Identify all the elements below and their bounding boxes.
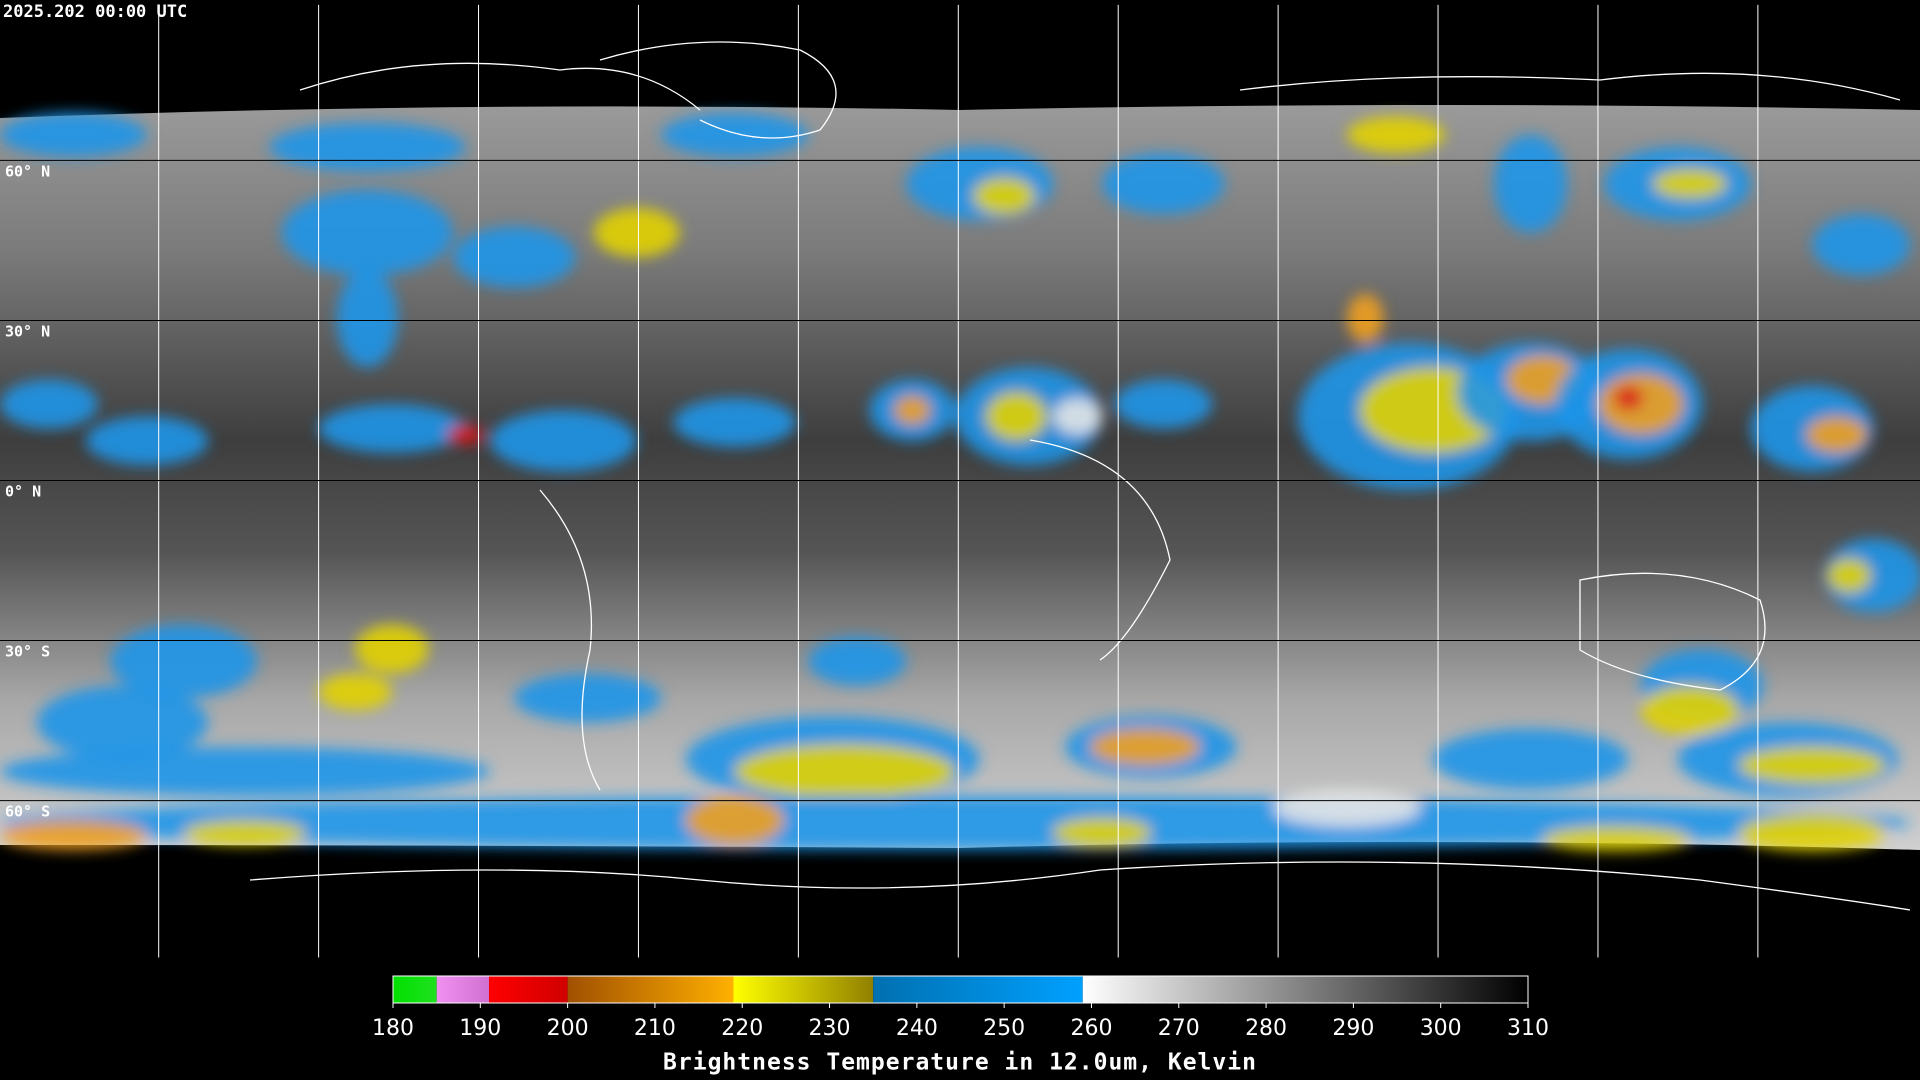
cloud: [1432, 728, 1629, 790]
latitude-label: 0° N: [5, 482, 41, 500]
cloud-layer: [0, 112, 1920, 852]
cloud: [318, 404, 466, 454]
colorbar-segment: [1082, 976, 1528, 1003]
colorbar-segment: [436, 976, 490, 1003]
cloud: [1102, 153, 1225, 215]
latitude-label: 30° N: [5, 322, 50, 340]
colorbar-tick-label: 310: [1507, 1016, 1549, 1041]
cloud: [318, 673, 392, 711]
latitude-label: 60° S: [5, 803, 50, 821]
cloud: [906, 146, 1054, 221]
cloud: [1114, 379, 1213, 429]
colorbar-tick-label: 190: [459, 1016, 501, 1041]
cloud: [0, 379, 98, 429]
cloud: [0, 746, 490, 796]
cloud: [734, 744, 956, 799]
cloud: [1273, 789, 1421, 827]
cloud: [1738, 746, 1886, 784]
colorbar-segment: [393, 976, 437, 1003]
cloud: [593, 208, 680, 258]
colorbar-tick-label: 290: [1332, 1016, 1374, 1041]
cloud: [336, 269, 398, 368]
cloud: [0, 112, 147, 157]
cloud: [0, 820, 147, 850]
cloud: [1653, 168, 1727, 199]
cloud: [808, 636, 907, 686]
cloud: [183, 820, 307, 845]
colorbar-tick-label: 200: [547, 1016, 589, 1041]
coastline: [299, 62, 701, 111]
cloud: [489, 410, 637, 472]
cloud: [1613, 385, 1644, 411]
colorbar-tick-label: 230: [809, 1016, 851, 1041]
cloud: [1493, 134, 1568, 233]
lat-lines: [0, 159, 1920, 802]
cloud: [1542, 826, 1690, 852]
cloud: [446, 424, 484, 445]
colorbar-tick-label: 280: [1245, 1016, 1287, 1041]
cloud: [1053, 817, 1152, 848]
coastline: [1029, 439, 1171, 661]
cloud: [685, 795, 784, 845]
cloud: [1053, 397, 1103, 435]
cloud: [110, 624, 258, 698]
cloud: [36, 685, 209, 760]
colorbar-segment: [567, 976, 734, 1003]
colorbar-segment: [873, 976, 1083, 1003]
colorbar-segment: [733, 976, 874, 1003]
colorbar-segment: [489, 976, 568, 1003]
colorbar-tick-label: 240: [896, 1016, 938, 1041]
cloud: [893, 395, 931, 425]
cloud: [453, 226, 576, 288]
colorbar-tick-label: 300: [1420, 1016, 1462, 1041]
cloud: [269, 122, 466, 172]
cloud: [1826, 558, 1872, 593]
cloud: [1824, 538, 1920, 613]
cloud: [281, 189, 454, 276]
cloud: [661, 112, 809, 157]
coastline: [1239, 72, 1901, 101]
cloud: [985, 391, 1047, 441]
colorbar-frame: [392, 975, 1529, 1004]
cloud: [973, 177, 1035, 215]
colorbar: 180 190 200 210 220 230 240 250 260 270 280 290 300 3…: [372, 975, 1549, 1041]
graticule: [158, 4, 1759, 958]
cloud: [514, 673, 662, 723]
cloud: [673, 397, 796, 447]
cloud: [355, 624, 429, 674]
imagery-field: [0, 105, 1920, 850]
cloud: [1806, 416, 1868, 454]
colorbar-tick-label: 260: [1070, 1016, 1112, 1041]
timestamp: 2025.202 00:00 UTC: [3, 2, 187, 22]
colorbar-tick-label: 210: [634, 1016, 676, 1041]
colorbar-tick-label: 220: [721, 1016, 763, 1041]
latitude-label: 30° S: [5, 643, 50, 661]
colorbar-tick-label: 180: [372, 1016, 414, 1041]
cloud: [1738, 814, 1886, 852]
cloud: [0, 795, 1911, 850]
coastline: [539, 489, 601, 791]
cloud: [85, 416, 209, 466]
cloud: [1089, 728, 1200, 766]
latitude-label: 60° N: [5, 162, 50, 180]
coastline: [1579, 572, 1766, 691]
cloud: [1640, 685, 1739, 735]
colorbar-tick-label: 270: [1158, 1016, 1200, 1041]
coastlines: [249, 41, 1911, 911]
colorbar-label: Brightness Temperature in 12.0um, Kelvin: [663, 1050, 1257, 1076]
cloud: [1812, 214, 1911, 276]
colorbar-tick-label: 250: [983, 1016, 1025, 1041]
cloud: [1346, 293, 1384, 343]
coastline: [249, 861, 1911, 911]
cloud: [1346, 116, 1445, 154]
coastline: [599, 41, 837, 139]
